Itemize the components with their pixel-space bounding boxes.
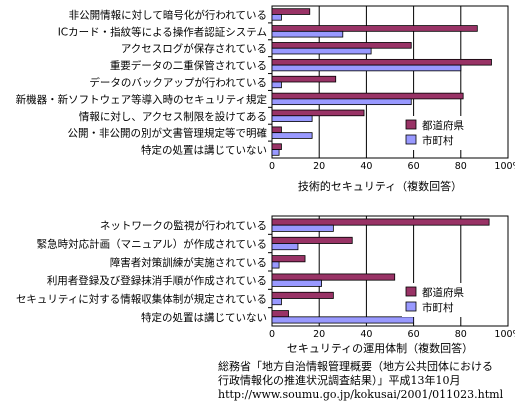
x-tick-label: 100% [494, 329, 515, 340]
category-label: セキュリティに対する情報収集体制が規定されている [16, 293, 267, 306]
x-tick-label: 60 [408, 329, 420, 340]
category-label: 非公開情報に対して暗号化が行われている [69, 8, 267, 21]
bar-municipality [271, 98, 412, 106]
source-url: http://www.soumu.go.jp/kokusai/2001/0110… [218, 388, 504, 401]
category-label: 特定の処置は講じていない [141, 144, 267, 157]
bar-prefecture [271, 92, 464, 100]
bar-municipality [271, 14, 282, 21]
x-axis-label: 技術的セキュリティ（複数回答） [298, 179, 462, 193]
bar-prefecture [271, 58, 492, 66]
category-label: ICカード・指紋等による操作者認証システム [58, 25, 267, 38]
source-line-2: 行政情報化の推進状況調査結果）」平成13年10月 [218, 374, 461, 387]
legend-swatch-prefecture [405, 286, 417, 297]
x-tick-label: 40 [360, 161, 372, 172]
bar-municipality [271, 261, 280, 269]
source-citation: 総務省「地方自治情報管理概要（地方公共団体における 行政情報化の推進状況調査結果… [218, 360, 508, 402]
x-tick-label: 20 [313, 161, 325, 172]
x-tick-label: 40 [360, 329, 372, 340]
bar-prefecture [271, 291, 334, 299]
legend-label: 都道府県 [422, 286, 464, 299]
bar-municipality [271, 224, 334, 232]
bar-prefecture [271, 25, 478, 32]
bar-municipality [271, 132, 313, 139]
category-label: ネットワークの監視が行われている [100, 219, 267, 232]
bar-municipality [271, 279, 322, 287]
bar-municipality [271, 149, 280, 156]
x-tick-label: 80 [455, 161, 467, 172]
category-label: 重要データの二重保管されている [110, 59, 267, 72]
bar-prefecture [271, 255, 306, 263]
bar-prefecture [271, 310, 289, 318]
bar-municipality [271, 81, 282, 89]
bar-municipality [271, 316, 415, 324]
legend-box [402, 283, 498, 317]
legend-label: 都道府県 [422, 119, 464, 132]
bar-prefecture [271, 8, 311, 15]
legend-box [402, 116, 498, 150]
legend-label: 市町村 [422, 134, 454, 147]
legend-swatch-municipality [405, 134, 417, 145]
legend-label: 市町村 [422, 301, 454, 314]
bar-prefecture [271, 236, 353, 244]
security-operation-chart: ネットワークの監視が行われている緊急時対応計画（マニュアル）が作成されている障害… [16, 215, 515, 355]
technical-security-chart: 非公開情報に対して暗号化が行われている ICカード・指紋等による操作者認証システム… [16, 5, 515, 193]
x-axis-label: セキュリティの運用体制（複数回答） [287, 341, 473, 355]
x-tick-label: 0 [269, 161, 275, 172]
bar-prefecture [271, 109, 365, 117]
bar-municipality [271, 64, 462, 72]
category-label: アクセスログが保存されている [121, 42, 267, 55]
x-tick-label: 100% [494, 161, 515, 172]
category-label: 障害者対策訓練が実施されている [110, 256, 267, 269]
category-label: 利用者登録及び登録抹消手順が作成されている [47, 274, 267, 287]
category-label: 公開・非公開の別が文書管理規定等で明確 [68, 127, 268, 140]
category-label: 緊急時対応計画（マニュアル）が作成されている [37, 238, 267, 251]
x-tick-label: 0 [269, 329, 275, 340]
bar-prefecture [271, 126, 282, 134]
x-tick-label: 80 [455, 329, 467, 340]
bar-municipality [271, 30, 344, 38]
bar-prefecture [271, 218, 490, 226]
category-label: 特定の処置は講じていない [141, 311, 267, 324]
legend-swatch-prefecture [405, 119, 417, 130]
category-label: データのバックアップが行われている [89, 76, 267, 89]
bar-municipality [271, 243, 299, 251]
legend-swatch-municipality [405, 301, 417, 312]
bar-municipality [271, 298, 282, 306]
x-tick-label: 60 [408, 161, 420, 172]
bar-municipality [271, 115, 313, 122]
bar-municipality [271, 47, 372, 55]
category-label: 新機器・新ソフトウェア等導入時のセキュリティ規定 [16, 93, 268, 106]
category-label: 情報に対し、アクセス制限を設けてある [79, 110, 267, 123]
bar-prefecture [271, 273, 396, 281]
bar-prefecture [271, 143, 282, 150]
source-line-1: 総務省「地方自治情報管理概要（地方公共団体における [218, 360, 493, 373]
x-tick-label: 20 [313, 329, 325, 340]
bar-prefecture [271, 75, 337, 83]
bar-prefecture [271, 42, 412, 49]
